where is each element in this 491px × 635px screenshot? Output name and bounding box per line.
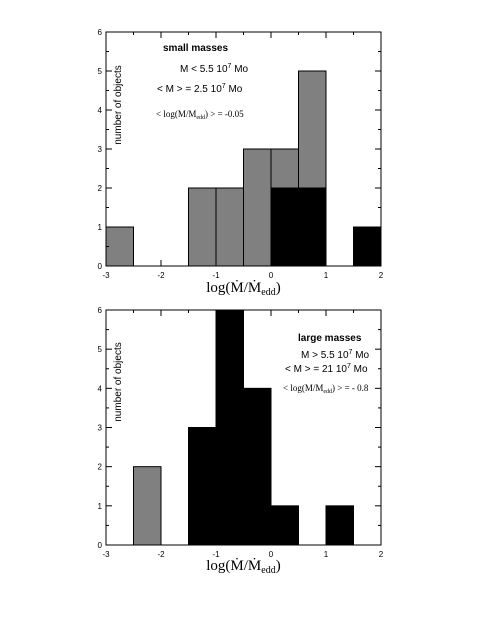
x-tick-label: 1	[324, 271, 329, 280]
y-tick-label: 0	[98, 262, 103, 271]
y-tick-label: 3	[98, 145, 103, 154]
x-tick-label: -3	[102, 271, 110, 280]
x-axis-label: log(Ṁ/Ṁedd)	[206, 558, 280, 576]
x-tick-label: -1	[212, 271, 220, 280]
grey-bar-small	[188, 187, 217, 267]
y-tick-label: 5	[98, 345, 103, 354]
x-tick-label: -2	[157, 550, 165, 559]
y-tick-label: 0	[98, 541, 103, 550]
histogram-small-masses: -3 -2 -1 0 1 2 0 1 2 3 4 5 6 number of objects log(Ṁ/Ṁ…	[0, 0, 491, 310]
black-bar-large	[215, 309, 244, 546]
annotation-line: < log(M/Medd) > = -0.05	[156, 109, 244, 121]
black-bar-large	[188, 427, 217, 546]
black-bar-large	[243, 387, 272, 546]
annotation-line: M > 5.5 107 Mo	[301, 349, 370, 361]
y-tick-label: 4	[98, 384, 103, 393]
grey-bar-large	[133, 466, 162, 546]
black-bar-small	[298, 187, 327, 267]
annotation-line: M < 5.5 107 Mo	[180, 63, 249, 75]
panel-title: large masses	[298, 333, 362, 344]
x-tick-label: 2	[379, 271, 384, 280]
chart-small-masses: -3 -2 -1 0 1 2 0 1 2 3 4 5 6 number of objects log(Ṁ/Ṁ…	[98, 28, 384, 298]
x-tick-label: -2	[157, 271, 165, 280]
x-tick-label: -1	[212, 550, 220, 559]
x-axis-label: log(Ṁ/Ṁedd)	[206, 280, 280, 298]
y-tick-label: 6	[98, 28, 103, 37]
y-tick-label: 2	[98, 463, 103, 472]
x-tick-label: 0	[269, 271, 274, 280]
x-tick-label: 1	[324, 550, 329, 559]
x-tick-label: 0	[269, 550, 274, 559]
y-tick-label: 2	[98, 184, 103, 193]
black-bar-large	[325, 505, 354, 546]
x-tick-label: -3	[102, 550, 110, 559]
annotation-line: < log(M/Medd) > = - 0.8	[283, 383, 369, 395]
black-bar-large	[270, 505, 299, 546]
y-axis-label: number of objects	[113, 65, 124, 145]
y-tick-label: 1	[98, 502, 103, 511]
y-axis-label: number of objects	[113, 342, 124, 422]
y-tick-label: 1	[98, 223, 103, 232]
x-tick-label: 2	[379, 550, 384, 559]
annotation-line: < M > = 2.5 107 Mo	[157, 83, 243, 95]
y-tick-label: 3	[98, 424, 103, 433]
annotation-line: < M > = 21 107 Mo	[285, 363, 368, 375]
y-tick-label: 4	[98, 106, 103, 115]
y-tick-label: 6	[98, 306, 103, 315]
panel-title: small masses	[163, 43, 228, 54]
y-tick-label: 5	[98, 67, 103, 76]
